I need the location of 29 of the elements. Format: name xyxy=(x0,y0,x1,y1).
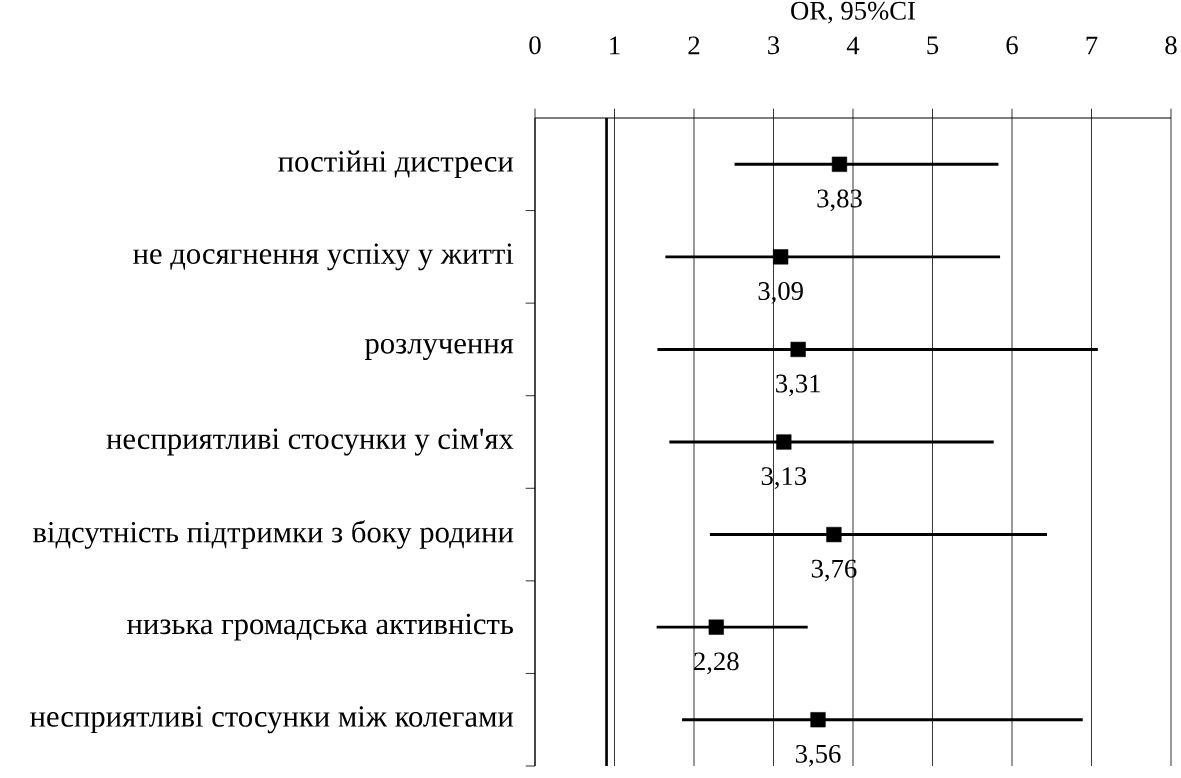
point xyxy=(708,619,724,635)
y-tick-label: відсутність підтримки з боку родини xyxy=(33,520,514,549)
y-tick-label: низька громадська активність xyxy=(127,613,513,641)
point xyxy=(790,341,806,358)
data-label: 3,56 xyxy=(795,744,841,767)
x-tick-label: 7 xyxy=(1086,36,1098,55)
data-label: 3,83 xyxy=(817,189,862,212)
y-tick-label: не досягнення успіху у житті xyxy=(133,243,514,271)
x-tick-label: 6 xyxy=(1006,36,1018,55)
point xyxy=(773,249,789,265)
y-tick-label: розлучення xyxy=(364,338,514,360)
x-tick-label: 4 xyxy=(846,36,860,55)
point xyxy=(776,434,792,450)
x-tick-label: 8 xyxy=(1165,36,1177,55)
point xyxy=(810,712,826,728)
x-tick-label: 0 xyxy=(529,36,541,55)
data-label: 3,31 xyxy=(776,374,820,397)
x-tick-label: 1 xyxy=(610,36,620,55)
y-tick-label: несприятливі стосунки у сім'ях xyxy=(106,428,514,456)
x-tick-label: 3 xyxy=(768,36,780,55)
data-label: 2,28 xyxy=(694,652,739,675)
x-axis-title: OR, 95%CI xyxy=(791,1,915,24)
x-tick-label: 2 xyxy=(688,36,700,55)
point xyxy=(826,526,842,543)
data-label: 3,76 xyxy=(811,559,857,582)
y-tick-label: постійні дистреси xyxy=(278,150,514,179)
point xyxy=(831,156,848,172)
y-tick-label: несприятливі стосунки між колегами xyxy=(30,706,514,734)
x-tick-label: 5 xyxy=(927,36,939,55)
